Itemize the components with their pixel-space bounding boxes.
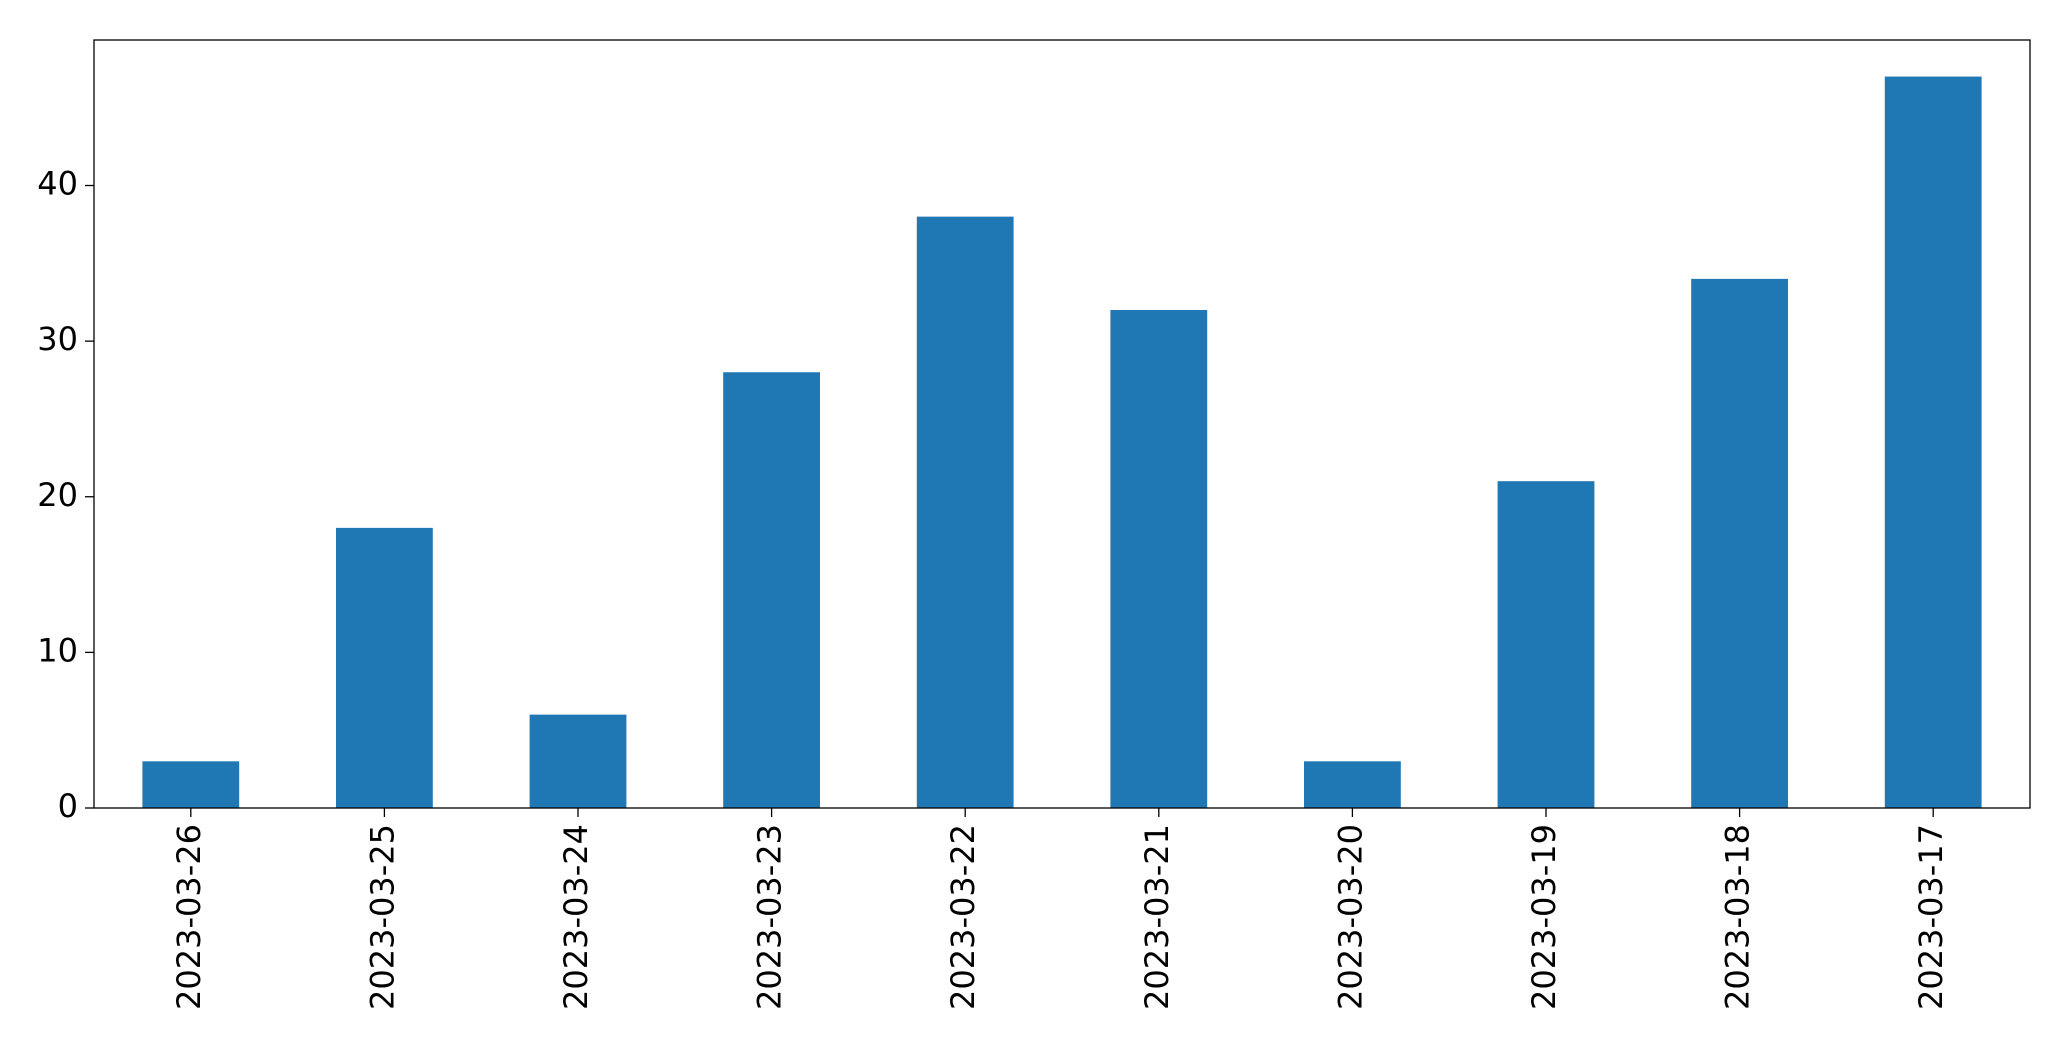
y-tick-label: 0 bbox=[58, 787, 78, 825]
bar bbox=[142, 761, 240, 808]
y-tick-label: 40 bbox=[37, 165, 78, 203]
x-tick-label: 2023-03-26 bbox=[170, 824, 208, 1010]
x-tick-label: 2023-03-20 bbox=[1331, 824, 1369, 1010]
x-tick-label: 2023-03-18 bbox=[1719, 824, 1757, 1010]
bar bbox=[1304, 761, 1401, 808]
bar bbox=[529, 714, 627, 808]
bar bbox=[1884, 76, 1982, 809]
x-tick-label: 2023-03-23 bbox=[751, 824, 789, 1010]
bar bbox=[916, 216, 1014, 809]
bar bbox=[336, 527, 433, 808]
x-tick-label: 2023-03-25 bbox=[363, 824, 401, 1010]
x-tick-label: 2023-03-19 bbox=[1525, 824, 1563, 1010]
bar bbox=[723, 372, 820, 808]
bar bbox=[1497, 481, 1595, 808]
x-tick-label: 2023-03-21 bbox=[1138, 824, 1176, 1010]
y-tick-label: 20 bbox=[37, 476, 78, 514]
plot-frame bbox=[93, 39, 2031, 809]
bar bbox=[1110, 310, 1208, 808]
bar bbox=[1691, 278, 1788, 808]
x-tick-label: 2023-03-24 bbox=[557, 824, 595, 1010]
y-tick-label: 30 bbox=[37, 320, 78, 358]
x-tick-label: 2023-03-22 bbox=[944, 824, 982, 1010]
y-tick-label: 10 bbox=[37, 631, 78, 669]
x-tick-label: 2023-03-17 bbox=[1912, 824, 1950, 1010]
